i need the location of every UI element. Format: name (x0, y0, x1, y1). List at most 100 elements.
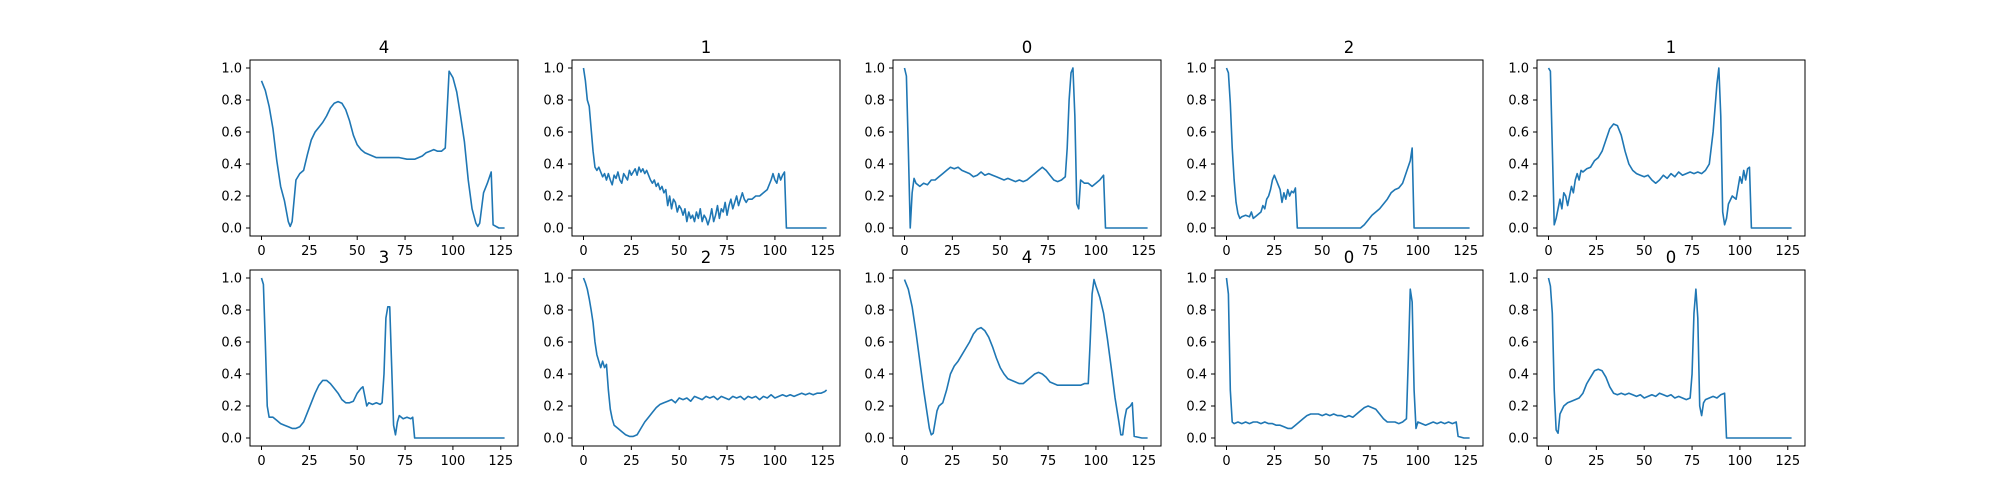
y-tick-label: 0.2 (1508, 190, 1529, 205)
series-line (582, 277, 828, 438)
y-tick-label: 1.0 (1508, 62, 1529, 77)
x-tick-label: 75 (1684, 244, 1701, 259)
y-tick-label: 0.2 (1186, 400, 1207, 415)
x-tick-label: 125 (1453, 454, 1478, 469)
panel-10: 0.0 0.2 0.4 0.6 0.8 1.0 0 25 50 75 100 125 0 (1508, 248, 1806, 469)
panel-title: 4 (379, 38, 390, 57)
y-tick-label: 0.2 (221, 400, 242, 415)
y-tick-label: 0.4 (543, 368, 564, 383)
y-tick-label: 0.2 (221, 190, 242, 205)
x-tick-label: 0 (1222, 244, 1230, 259)
y-tick-label: 0.4 (1508, 158, 1529, 173)
y-tick-label: 1.0 (864, 272, 885, 287)
series-line (1547, 67, 1792, 229)
x-tick-label: 100 (1728, 454, 1753, 469)
y-tick-label: 0.8 (543, 304, 564, 319)
x-tick-label: 25 (623, 244, 640, 259)
x-tick-label: 125 (1131, 244, 1156, 259)
panel-title: 0 (1344, 248, 1355, 267)
y-tick-label: 0.8 (864, 94, 885, 109)
x-tick-label: 75 (1684, 454, 1701, 469)
x-tick-label: 75 (719, 454, 736, 469)
x-tick-label: 100 (763, 454, 788, 469)
panel-title: 1 (1666, 38, 1677, 57)
x-tick-label: 50 (992, 454, 1009, 469)
series-line (903, 278, 1148, 439)
y-tick-label: 1.0 (1186, 62, 1207, 77)
y-tick-label: 0.4 (221, 158, 242, 173)
axes-frame (1214, 59, 1484, 237)
x-tick-label: 100 (763, 244, 788, 259)
x-tick-label: 50 (1314, 454, 1331, 469)
panel-title: 4 (1022, 248, 1033, 267)
x-tick-label: 100 (1084, 244, 1109, 259)
x-tick-label: 75 (397, 244, 414, 259)
y-tick-label: 0.6 (221, 336, 242, 351)
y-tick-label: 0.6 (543, 336, 564, 351)
x-tick-label: 25 (1266, 244, 1283, 259)
panel-6: 0.0 0.2 0.4 0.6 0.8 1.0 0 25 50 75 100 125 3 (221, 248, 519, 469)
x-tick-label: 75 (1362, 244, 1379, 259)
panel-title: 2 (701, 248, 712, 267)
y-tick-label: 0.6 (221, 126, 242, 141)
y-tick-label: 0.4 (1186, 158, 1207, 173)
series-line (260, 277, 505, 439)
panel-9: 0.0 0.2 0.4 0.6 0.8 1.0 0 25 50 75 100 125 0 (1186, 248, 1484, 469)
y-tick-label: 0.8 (864, 304, 885, 319)
panel-3: 0.0 0.2 0.4 0.6 0.8 1.0 0 25 50 75 100 125 0 (864, 38, 1162, 259)
y-tick-label: 1.0 (1186, 272, 1207, 287)
x-tick-label: 50 (1636, 244, 1653, 259)
x-tick-label: 75 (1362, 454, 1379, 469)
y-tick-label: 0.8 (1186, 94, 1207, 109)
y-tick-label: 0.0 (864, 432, 885, 447)
y-tick-label: 0.6 (864, 336, 885, 351)
x-tick-label: 100 (1084, 454, 1109, 469)
x-tick-label: 0 (579, 244, 587, 259)
y-tick-label: 1.0 (1508, 272, 1529, 287)
y-tick-label: 1.0 (221, 272, 242, 287)
axes-frame (1214, 269, 1484, 447)
series-line (260, 70, 505, 229)
y-tick-label: 0.4 (1508, 368, 1529, 383)
x-tick-label: 100 (441, 244, 466, 259)
y-tick-label: 0.6 (543, 126, 564, 141)
axes-frame (1536, 269, 1806, 447)
series-line (1225, 277, 1470, 439)
x-tick-label: 125 (1453, 244, 1478, 259)
y-tick-label: 0.8 (1186, 304, 1207, 319)
x-tick-label: 25 (1588, 244, 1605, 259)
series-line (582, 67, 827, 229)
y-tick-label: 0.0 (1508, 222, 1529, 237)
y-tick-label: 0.0 (543, 222, 564, 237)
y-tick-label: 0.0 (1186, 432, 1207, 447)
x-tick-label: 75 (397, 454, 414, 469)
x-tick-label: 25 (944, 454, 961, 469)
x-tick-label: 0 (579, 454, 587, 469)
panel-2: 0.0 0.2 0.4 0.6 0.8 1.0 0 25 50 75 100 125 1 (543, 38, 841, 259)
x-tick-label: 0 (1544, 454, 1552, 469)
x-tick-label: 100 (1728, 244, 1753, 259)
y-tick-label: 0.2 (864, 400, 885, 415)
axes-frame (249, 269, 519, 447)
panel-title: 2 (1344, 38, 1355, 57)
y-tick-label: 0.4 (864, 158, 885, 173)
panel-8: 0.0 0.2 0.4 0.6 0.8 1.0 0 25 50 75 100 125 4 (864, 248, 1162, 469)
x-tick-label: 50 (671, 244, 688, 259)
x-tick-label: 100 (1406, 454, 1431, 469)
y-tick-label: 0.4 (864, 368, 885, 383)
x-tick-label: 0 (1544, 244, 1552, 259)
x-tick-label: 0 (257, 454, 265, 469)
y-tick-label: 0.8 (221, 94, 242, 109)
y-tick-label: 0.4 (221, 368, 242, 383)
x-tick-label: 50 (349, 244, 366, 259)
y-tick-label: 0.0 (221, 432, 242, 447)
y-tick-label: 0.4 (543, 158, 564, 173)
y-tick-label: 0.6 (1508, 336, 1529, 351)
axes-frame (249, 59, 519, 237)
y-tick-label: 0.0 (221, 222, 242, 237)
x-tick-label: 50 (349, 454, 366, 469)
x-tick-label: 25 (301, 244, 318, 259)
panel-title: 1 (701, 38, 712, 57)
